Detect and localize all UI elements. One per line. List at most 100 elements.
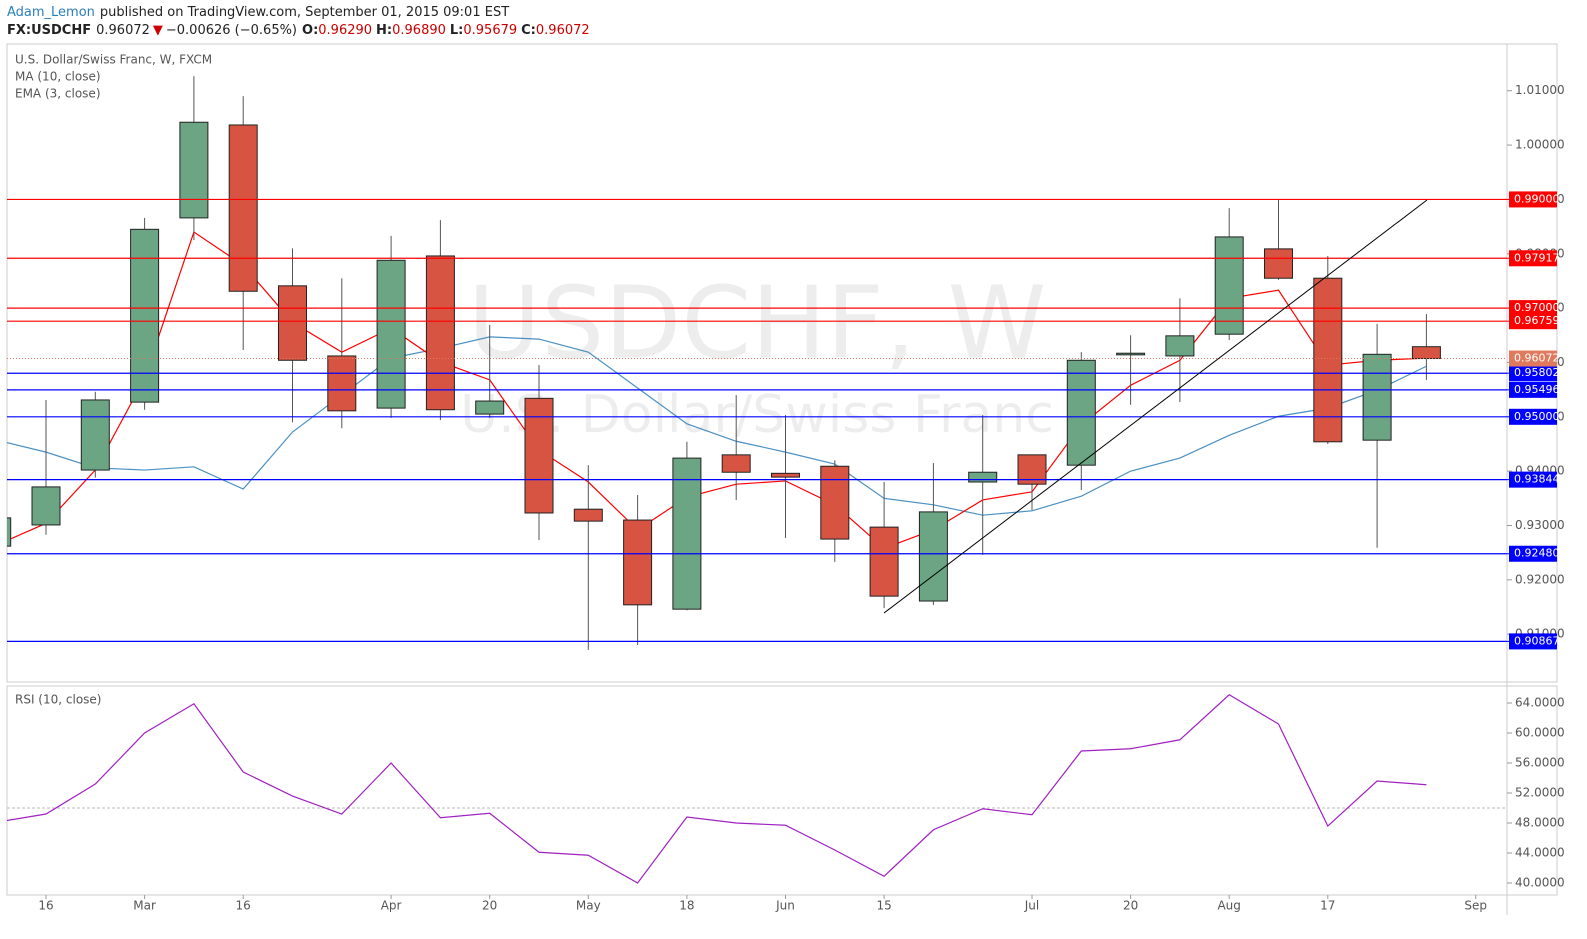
level-label: 0.95000 bbox=[1514, 410, 1560, 423]
candle-body bbox=[968, 471, 998, 483]
candle-body bbox=[130, 228, 160, 403]
series-line bbox=[7, 336, 1427, 516]
candle-body bbox=[820, 465, 850, 540]
level-tag bbox=[1509, 545, 1557, 562]
candle-body bbox=[327, 355, 357, 412]
legend-entry: MA (10, close) bbox=[15, 70, 101, 84]
candle-body bbox=[721, 454, 751, 473]
y-tick-label: 64.0000 bbox=[1515, 696, 1565, 710]
level-label: 0.93844 bbox=[1514, 473, 1560, 486]
x-tick-label: Jun bbox=[775, 899, 795, 913]
level-tag bbox=[1509, 191, 1557, 208]
y-tick-label: 0.92000 bbox=[1515, 572, 1565, 586]
level-label: 0.97917 bbox=[1514, 251, 1560, 264]
header-quote: FX:USDCHF 0.96072 ▼ −0.00626 (−0.65%) O:0.96… bbox=[7, 23, 590, 38]
x-tick-label: Apr bbox=[381, 899, 402, 913]
level-label: 0.96759 bbox=[1514, 314, 1560, 327]
candle-body bbox=[179, 121, 209, 219]
y-tick-label: 40.0000 bbox=[1515, 876, 1565, 890]
symbol: FX:USDCHF bbox=[7, 23, 91, 38]
level-label: 0.95802 bbox=[1514, 366, 1560, 379]
candle-body bbox=[1362, 353, 1392, 441]
price: 0.96072 bbox=[96, 23, 150, 38]
x-tick-label: 18 bbox=[679, 899, 694, 913]
candle-body bbox=[475, 400, 505, 415]
y-tick-label: 60.0000 bbox=[1515, 726, 1565, 740]
x-tick-label: Sep bbox=[1464, 899, 1487, 913]
x-tick-label: 15 bbox=[876, 899, 891, 913]
x-tick-label: May bbox=[576, 899, 601, 913]
x-tick-label: 20 bbox=[482, 899, 497, 913]
change: −0.00626 (−0.65%) bbox=[166, 23, 297, 38]
candle-body bbox=[1214, 236, 1244, 335]
rsi-plot bbox=[7, 694, 1507, 884]
level-tag bbox=[1509, 250, 1557, 267]
x-tick-label: Jul bbox=[1024, 899, 1039, 913]
y-tick-label: 1.01000 bbox=[1515, 83, 1565, 97]
author[interactable]: Adam_Lemon bbox=[7, 5, 95, 20]
x-tick-label: Aug bbox=[1217, 899, 1240, 913]
level-tag bbox=[1509, 408, 1557, 425]
level-tag bbox=[1509, 365, 1557, 382]
candle-body bbox=[524, 397, 554, 514]
watermark-sub: U.S. Dollar/Swiss Franc bbox=[460, 385, 1054, 445]
candle-body bbox=[7, 517, 12, 547]
c-label: C: bbox=[521, 23, 536, 38]
candle-body bbox=[228, 124, 258, 292]
legend-entry: EMA (3, close) bbox=[15, 87, 101, 101]
x-tick-label: 20 bbox=[1123, 899, 1138, 913]
candle-body bbox=[623, 519, 653, 606]
level-label: 0.92480 bbox=[1514, 547, 1560, 560]
level-tag bbox=[1509, 633, 1557, 650]
arrow: ▼ bbox=[153, 23, 163, 38]
trendline bbox=[883, 199, 1428, 614]
last-price-tag bbox=[1509, 350, 1557, 367]
candle-body bbox=[1411, 346, 1441, 360]
price-plot bbox=[7, 76, 1507, 650]
x-tick-label: 17 bbox=[1320, 899, 1335, 913]
x-tick-label: 16 bbox=[38, 899, 53, 913]
published: published on TradingView.com, September … bbox=[100, 5, 509, 20]
candle-body bbox=[672, 457, 702, 610]
level-label: 0.90867 bbox=[1514, 634, 1560, 647]
candle-body bbox=[376, 259, 406, 409]
header-line: Adam_Lemon published on TradingView.com, … bbox=[7, 5, 509, 20]
y-tick-label: 0.93000 bbox=[1515, 518, 1565, 532]
o-label: O: bbox=[302, 23, 318, 38]
y-tick-label: 44.0000 bbox=[1515, 846, 1565, 860]
candle-body bbox=[1313, 277, 1343, 443]
x-tick-label: 16 bbox=[236, 899, 251, 913]
o: 0.96290 bbox=[318, 23, 372, 38]
candle-body bbox=[1066, 359, 1096, 466]
l-label: L: bbox=[450, 23, 463, 38]
legend-title: U.S. Dollar/Swiss Franc, W, FXCM bbox=[15, 53, 212, 67]
y-tick-label: 56.0000 bbox=[1515, 756, 1565, 770]
candle-body bbox=[1116, 352, 1146, 356]
candle-body bbox=[573, 508, 603, 522]
candle-body bbox=[1165, 335, 1195, 357]
level-label: 0.95496 bbox=[1514, 383, 1560, 396]
level-tag bbox=[1509, 313, 1557, 330]
x-tick-label: Mar bbox=[133, 899, 156, 913]
h-label: H: bbox=[376, 23, 392, 38]
level-tag bbox=[1509, 300, 1557, 317]
legend-entry: RSI (10, close) bbox=[15, 693, 101, 707]
c: 0.96072 bbox=[536, 23, 590, 38]
h: 0.96890 bbox=[392, 23, 446, 38]
candle-body bbox=[80, 399, 110, 471]
candle-body bbox=[869, 526, 899, 597]
candle-body bbox=[31, 486, 61, 526]
level-tag bbox=[1509, 381, 1557, 398]
candle-body bbox=[918, 511, 948, 602]
y-tick-label: 1.00000 bbox=[1515, 138, 1565, 152]
watermark: USDCHF, W bbox=[468, 264, 1047, 381]
level-label: 0.97000 bbox=[1514, 301, 1560, 314]
candle-body bbox=[1264, 248, 1293, 279]
rsi-pane bbox=[6, 685, 1558, 896]
candle-body bbox=[771, 472, 800, 478]
series-line bbox=[7, 694, 1427, 884]
y-tick-label: 48.0000 bbox=[1515, 816, 1565, 830]
last-price-label: 0.96072 bbox=[1514, 352, 1560, 365]
